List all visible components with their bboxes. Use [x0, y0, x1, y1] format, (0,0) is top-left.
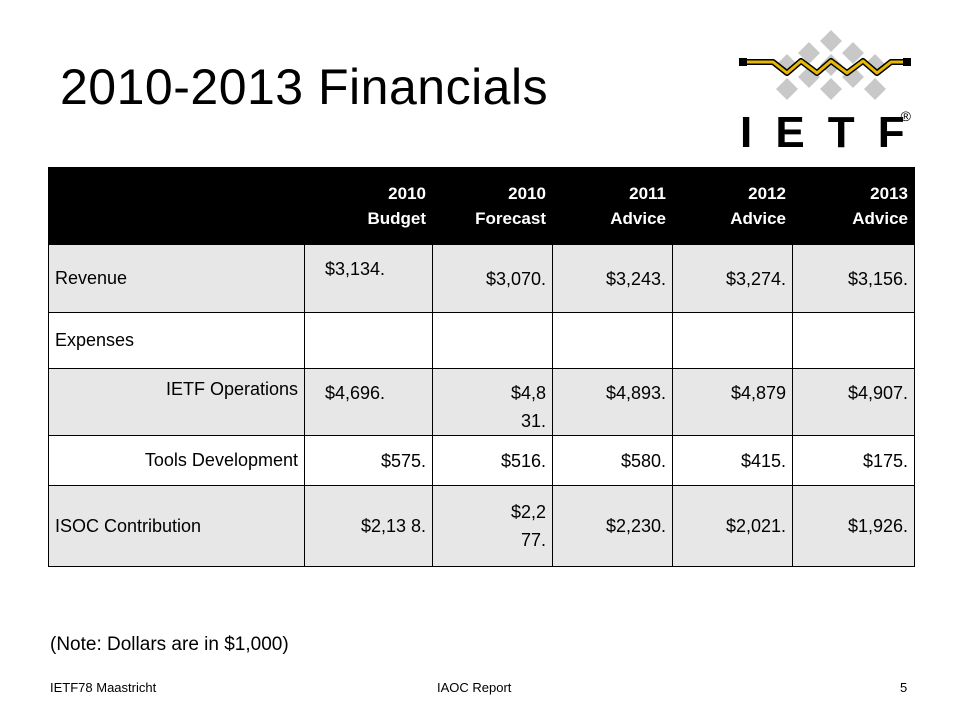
logo-letter: T — [827, 108, 855, 157]
row-label: Tools Development — [48, 435, 305, 486]
table-row: Revenue $3,134. $3,070. $3,243. $3,274. … — [48, 244, 915, 313]
row-label: Revenue — [48, 244, 305, 313]
table-cell — [792, 312, 915, 369]
ietf-logo-letters: I E T F® — [740, 108, 915, 158]
table-cell: $580. — [552, 435, 673, 486]
header-2011-advice: 2011 Advice — [552, 167, 673, 245]
header-2010-forecast: 2010 Forecast — [432, 167, 553, 245]
table-cell: $2,230. — [552, 485, 673, 567]
table-cell: $3,070. — [432, 244, 553, 313]
table-row: Expenses — [48, 312, 915, 369]
table-cell — [304, 312, 433, 369]
logo-letter: I — [740, 108, 753, 157]
page-number: 5 — [900, 680, 908, 695]
ietf-logo-icon — [739, 27, 911, 103]
table-cell: $1,926. — [792, 485, 915, 567]
table-cell — [432, 312, 553, 369]
financials-table: 2010 Budget 2010 Forecast 2011 Advice 2012 A… — [48, 167, 915, 567]
table-cell: $2,2 77. — [432, 485, 553, 567]
header-2013-advice: 2013 Advice — [792, 167, 915, 245]
slide-title: 2010-2013 Financials — [60, 59, 549, 115]
table-cell: $3,274. — [672, 244, 793, 313]
table-cell: $4,879 — [672, 368, 793, 436]
dollar-note: (Note: Dollars are in $1,000) — [50, 634, 289, 655]
table-row: Tools Development $575. $516. $580. $415… — [48, 435, 915, 486]
table-cell: $415. — [672, 435, 793, 486]
table-cell: $575. — [304, 435, 433, 486]
table-cell: $4,907. — [792, 368, 915, 436]
logo-letter: F® — [877, 108, 911, 157]
table-row: IETF Operations $4,696. $4,8 31. $4,893.… — [48, 368, 915, 436]
registered-mark: ® — [900, 108, 911, 124]
table-cell: $175. — [792, 435, 915, 486]
table-cell: $516. — [432, 435, 553, 486]
footer-event: IETF78 Maastricht — [50, 680, 157, 695]
table-cell: $4,696. — [304, 368, 433, 436]
table-cell — [552, 312, 673, 369]
table-cell: $3,156. — [792, 244, 915, 313]
logo-letter: E — [775, 108, 805, 157]
table-cell: $4,893. — [552, 368, 673, 436]
header-2012-advice: 2012 Advice — [672, 167, 793, 245]
table-cell: $3,243. — [552, 244, 673, 313]
table-cell: $2,021. — [672, 485, 793, 567]
table-cell: $3,134. — [304, 244, 433, 313]
header-2010-budget: 2010 Budget — [304, 167, 433, 245]
table-cell — [672, 312, 793, 369]
table-row: ISOC Contribution $2,13 8. $2,2 77. $2,2… — [48, 485, 915, 567]
header-empty — [48, 167, 305, 245]
table-cell: $2,13 8. — [304, 485, 433, 567]
table-cell: $4,8 31. — [432, 368, 553, 436]
table-header-row: 2010 Budget 2010 Forecast 2011 Advice 2012 A… — [48, 167, 915, 245]
row-label: IETF Operations — [48, 368, 305, 436]
row-label: ISOC Contribution — [48, 485, 305, 567]
row-label: Expenses — [48, 312, 305, 369]
footer-report: IAOC Report — [437, 680, 512, 695]
